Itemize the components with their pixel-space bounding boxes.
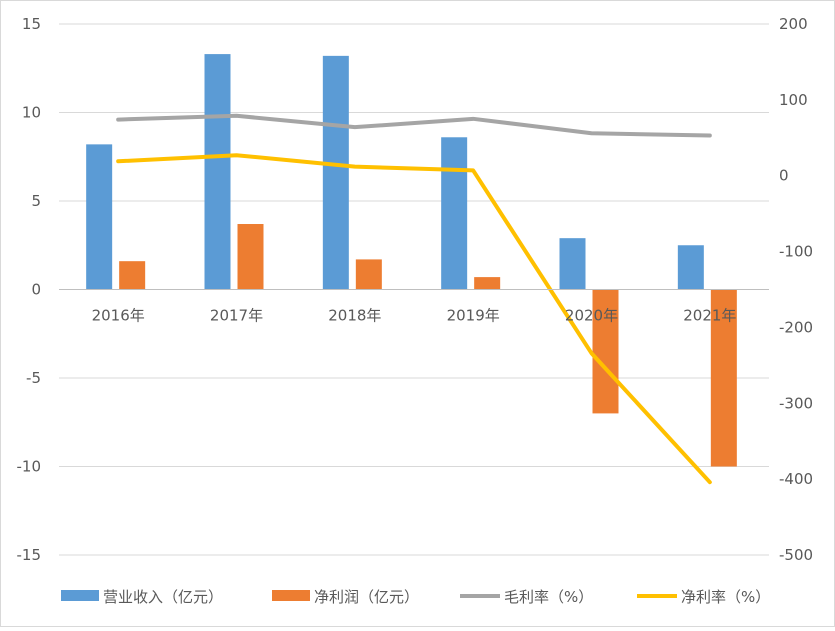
right-axis-tick-label: -300 xyxy=(779,394,813,412)
bar-net-profit xyxy=(355,259,382,290)
left-axis-tick-label: -15 xyxy=(17,546,42,564)
left-axis-tick-label: 0 xyxy=(31,281,41,299)
right-axis-tick-label: -500 xyxy=(779,546,813,564)
left-axis-tick-label: 10 xyxy=(22,104,41,122)
net-margin-line xyxy=(116,153,712,485)
left-axis-tick-label: 5 xyxy=(31,192,41,210)
left-axis-tick-label: -10 xyxy=(17,458,42,476)
bar-revenue xyxy=(322,55,349,290)
x-axis-tick-label: 2020年 xyxy=(565,307,618,325)
legend-label: 净利润（亿元） xyxy=(314,588,419,606)
right-axis-tick-label: -200 xyxy=(779,318,813,336)
x-axis-tick-label: 2017年 xyxy=(210,307,263,325)
x-axis-tick-label: 2019年 xyxy=(447,307,500,325)
right-axis-tick-label: 0 xyxy=(779,167,789,185)
left-axis-tick-label: 15 xyxy=(22,15,41,33)
left-axis-tick-label: -5 xyxy=(26,369,41,387)
bar-net-profit xyxy=(592,289,619,414)
bar-net-profit xyxy=(237,224,264,290)
right-axis-tick-label: 200 xyxy=(779,15,808,33)
bar-net-profit xyxy=(119,261,146,290)
x-axis-tick-label: 2016年 xyxy=(92,307,145,325)
bar-revenue xyxy=(677,245,704,290)
bar-revenue xyxy=(204,54,231,290)
legend-swatch-1 xyxy=(272,590,310,601)
right-axis-tick-label: -100 xyxy=(779,243,813,261)
bar-revenue xyxy=(559,238,586,290)
gross-margin-line xyxy=(116,113,712,138)
bar-net-profit xyxy=(474,277,501,290)
right-axis-tick-label: 100 xyxy=(779,91,808,109)
legend-label: 营业收入（亿元） xyxy=(103,588,223,606)
x-axis-tick-label: 2021年 xyxy=(683,307,736,325)
right-axis-tick-label: -400 xyxy=(779,470,813,488)
bar-revenue xyxy=(86,144,113,290)
legend-label: 净利率（%） xyxy=(681,588,770,606)
bar-revenue xyxy=(441,137,468,290)
bar-net-profit xyxy=(710,289,737,467)
legend-swatch-0 xyxy=(61,590,99,601)
x-axis-tick-label: 2018年 xyxy=(328,307,381,325)
legend-label: 毛利率（%） xyxy=(504,588,593,606)
